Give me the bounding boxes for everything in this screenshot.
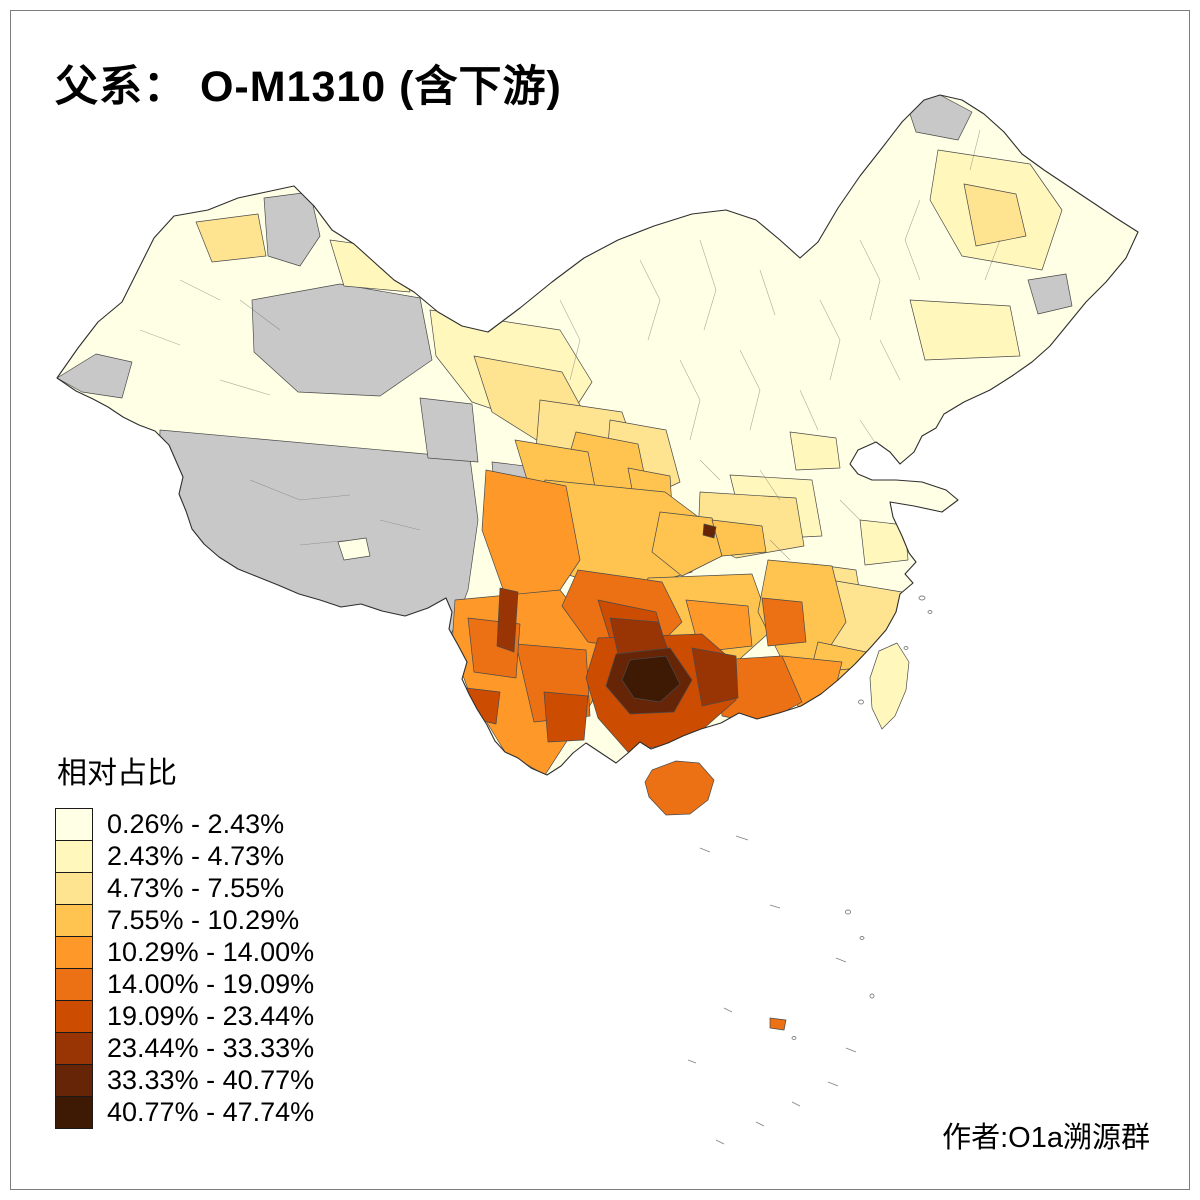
map-region-hainan — [644, 760, 715, 816]
legend-item: 40.77% - 47.74% — [55, 1096, 314, 1129]
legend-label: 0.26% - 2.43% — [107, 809, 285, 839]
map-region-hebei — [789, 431, 841, 471]
map-region-heilongjiang-center — [963, 183, 1027, 247]
figure-frame — [10, 10, 1190, 1190]
legend-item: 7.55% - 10.29% — [55, 904, 314, 937]
offshore-islands — [687, 595, 933, 1145]
legend-label: 7.55% - 10.29% — [107, 905, 300, 935]
map-region-xinjiang-west-nodata — [57, 353, 133, 399]
legend-item: 2.43% - 4.73% — [55, 840, 314, 873]
legend-swatch — [55, 872, 93, 905]
legend-swatch — [55, 936, 93, 969]
legend-label: 23.44% - 33.33% — [107, 1033, 315, 1063]
legend: 相对占比 0.26% - 2.43% 2.43% - 4.73% 4.73% -… — [55, 748, 314, 1129]
legend-swatch — [55, 1064, 93, 1097]
map-region-heilongjiang-east-nodata — [1027, 273, 1073, 315]
legend-item: 33.33% - 40.77% — [55, 1064, 314, 1097]
attribution: 作者:O1a溯源群 — [942, 1122, 1150, 1154]
map-region-nujiang — [496, 587, 519, 653]
legend-label: 19.09% - 23.44% — [107, 1001, 315, 1031]
legend-label: 10.29% - 14.00% — [107, 937, 315, 967]
map-region-jiangxi-west — [761, 597, 807, 647]
map-region-island-orange — [769, 1017, 787, 1031]
legend-item: 19.09% - 23.44% — [55, 1000, 314, 1033]
map-region-guangxi-core — [621, 655, 681, 703]
legend-swatch — [55, 1000, 93, 1033]
map-region-qinghai-west-nodata — [419, 397, 479, 463]
legend-swatch — [55, 808, 93, 841]
map-region-jilin — [909, 299, 1021, 361]
legend-item: 0.26% - 2.43% — [55, 808, 314, 841]
legend-swatch — [55, 840, 93, 873]
map-region-hubei-west — [711, 519, 767, 557]
legend-swatch — [55, 1032, 93, 1065]
legend-swatch — [55, 904, 93, 937]
legend-label: 14.00% - 19.09% — [107, 969, 315, 999]
legend-item: 23.44% - 33.33% — [55, 1032, 314, 1065]
map-region-tibet-pale-patch — [337, 537, 371, 561]
legend-item: 10.29% - 14.00% — [55, 936, 314, 969]
legend-item: 14.00% - 19.09% — [55, 968, 314, 1001]
page-title: 父系： O-M1310 (含下游) — [55, 63, 562, 111]
legend-title: 相对占比 — [57, 757, 177, 790]
legend-label: 4.73% - 7.55% — [107, 873, 285, 903]
map-region-guangxi-east — [691, 647, 739, 707]
legend-swatch — [55, 1096, 93, 1129]
map-region-yunnan-southeast — [543, 691, 589, 743]
legend-swatch — [55, 968, 93, 1001]
map-region-xinjiang-north — [195, 213, 267, 263]
map-region-tibet-nodata — [157, 429, 479, 649]
map-region-taiwan — [869, 642, 910, 730]
map-region-chongqing-dark-spot — [702, 523, 717, 539]
legend-label: 2.43% - 4.73% — [107, 841, 285, 871]
legend-item: 4.73% - 7.55% — [55, 872, 314, 905]
map-region-jiangsu — [859, 519, 909, 566]
legend-label: 33.33% - 40.77% — [107, 1065, 315, 1095]
legend-label: 40.77% - 47.74% — [107, 1097, 315, 1127]
